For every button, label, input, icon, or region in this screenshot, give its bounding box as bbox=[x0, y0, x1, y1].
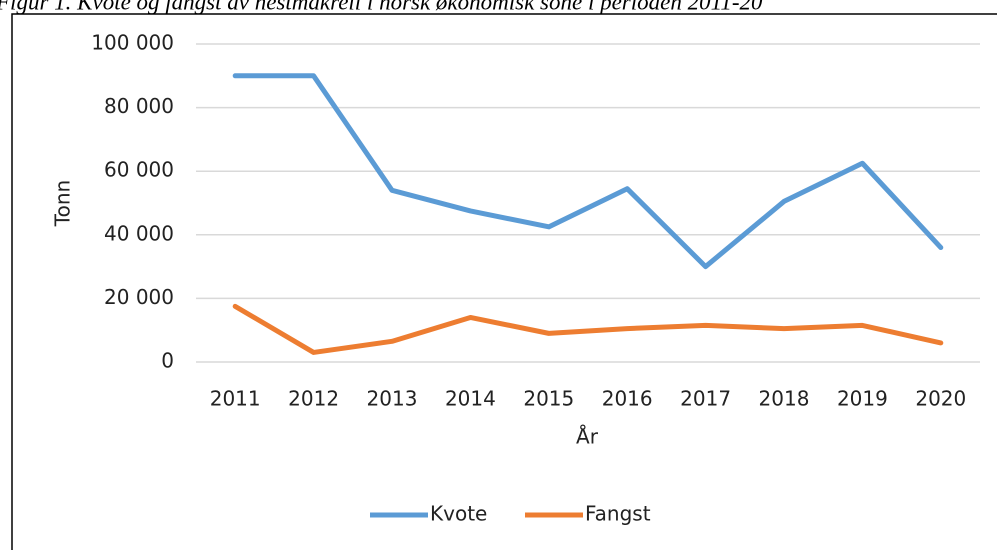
x-tick-label: 2018 bbox=[759, 387, 810, 411]
y-tick-label: 60 000 bbox=[104, 158, 174, 182]
y-tick-label: 0 bbox=[161, 349, 174, 373]
legend-label: Kvote bbox=[430, 502, 487, 526]
x-tick-label: 2012 bbox=[288, 387, 339, 411]
y-tick-label: 100 000 bbox=[91, 31, 174, 55]
series-line bbox=[232, 303, 944, 355]
x-tick-label: 2020 bbox=[915, 387, 966, 411]
x-tick-label: 2016 bbox=[602, 387, 653, 411]
series-line bbox=[232, 73, 944, 270]
y-tick-label: 40 000 bbox=[104, 221, 174, 245]
x-tick-label: 2013 bbox=[367, 387, 418, 411]
x-tick-label: 2019 bbox=[837, 387, 888, 411]
chart-title: Figur 1. Kvote og fangst av hestmakrell … bbox=[0, 0, 763, 14]
x-tick-label: 2011 bbox=[210, 387, 261, 411]
legend-label: Fangst bbox=[585, 502, 651, 526]
x-tick-label: 2015 bbox=[523, 387, 574, 411]
x-tick-label: 2014 bbox=[445, 387, 496, 411]
y-axis-label: Tonn bbox=[51, 180, 75, 227]
chart-frame bbox=[11, 13, 997, 550]
x-tick-label: 2017 bbox=[680, 387, 731, 411]
legend: Kvote Fangst bbox=[370, 502, 651, 526]
y-tick-label: 20 000 bbox=[104, 285, 174, 309]
x-axis-label: År bbox=[576, 425, 599, 449]
y-tick-label: 80 000 bbox=[104, 94, 174, 118]
